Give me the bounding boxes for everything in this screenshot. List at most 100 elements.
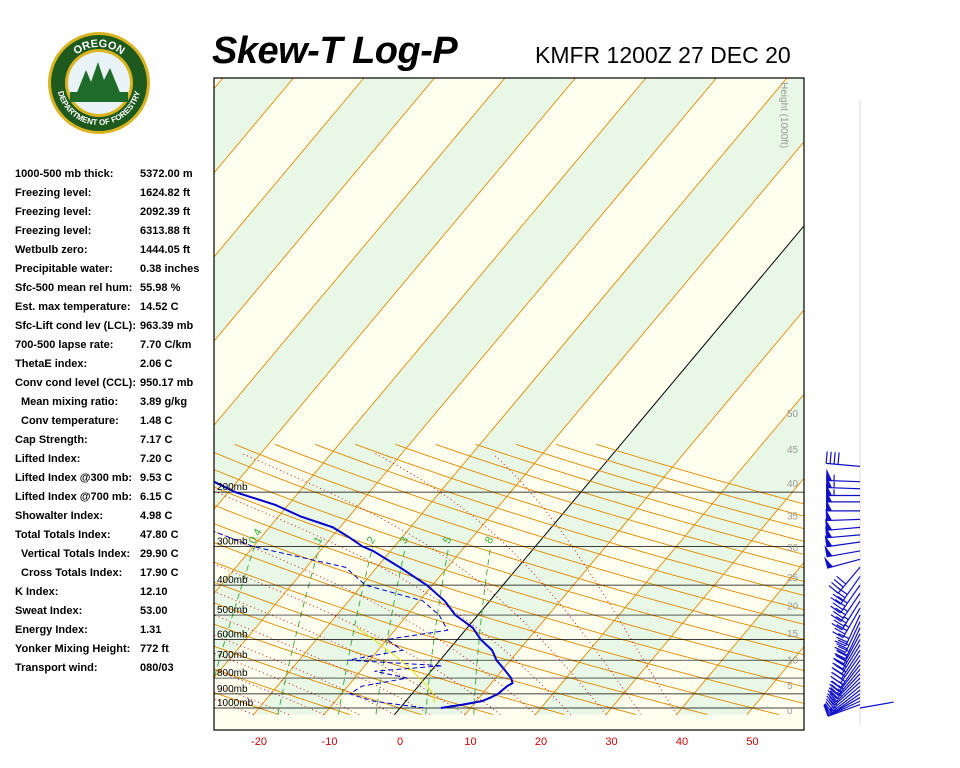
index-row: Showalter Index: 4.98 C [15, 510, 215, 529]
index-value: 4.98 C [140, 510, 173, 522]
pressure-label: 300mb [217, 537, 248, 548]
index-label: Precipitable water: [15, 263, 113, 275]
barb-staff [840, 592, 861, 622]
height-label: 15 [787, 629, 799, 640]
barb-flag [836, 624, 848, 632]
parcel-trace [356, 627, 436, 704]
barb-staff [834, 681, 861, 706]
index-value: 5372.00 m [140, 168, 193, 180]
barb-staff [835, 677, 861, 703]
index-row: Transport wind: 080/03 [15, 662, 215, 681]
index-row: Mean mixing ratio: 3.89 g/kg [15, 396, 215, 415]
barb-flag [829, 692, 839, 703]
barb-flag [837, 452, 840, 465]
index-label: Lifted Index: [15, 453, 81, 465]
mixing-ratio-label: 2 [365, 535, 378, 546]
barb-flag [826, 695, 836, 706]
dry-adiabat [274, 443, 804, 611]
index-label: Conv temperature: [21, 415, 119, 427]
index-row: Lifted Index: 7.20 C [15, 453, 215, 472]
barb-pennant [825, 508, 833, 521]
barb-flag [823, 704, 830, 716]
barb-flag [833, 578, 844, 588]
index-label: Est. max temperature: [15, 301, 131, 313]
isotherm [214, 78, 506, 426]
index-row: Cross Totals Index: 17.90 C [15, 567, 215, 586]
index-label: Freezing level: [15, 206, 92, 218]
mixing-ratio-line [425, 546, 450, 715]
wind-barb [824, 556, 861, 569]
moist-adiabat [214, 669, 325, 715]
index-row: ThetaE index: 2.06 C [15, 358, 215, 377]
barb-staff [859, 701, 894, 709]
barb-staff [843, 633, 861, 665]
index-value: 2092.39 ft [140, 206, 191, 218]
barb-flag [836, 643, 848, 650]
pressure-label: 800mb [217, 668, 248, 679]
height-label: 10 [787, 656, 799, 667]
isotherm [535, 393, 804, 715]
zero-isotherm [394, 225, 804, 715]
barb-flag [835, 616, 847, 624]
isotherm [214, 78, 224, 90]
barb-flag [835, 607, 846, 616]
index-label: Sfc-500 mean rel hum: [15, 282, 133, 294]
isotherm [0, 78, 152, 715]
isotherm [323, 141, 804, 715]
barb-staff [825, 479, 861, 483]
index-label: Mean mixing ratio: [21, 396, 119, 408]
x-tick-label: 30 [605, 736, 617, 748]
mixing-ratio-label: 8 [483, 535, 496, 546]
index-label: Freezing level: [15, 187, 92, 199]
barb-pennant [824, 556, 833, 569]
index-value: 47.80 C [140, 529, 179, 541]
barb-flag [824, 703, 832, 715]
barb-flag [830, 687, 840, 697]
index-label: Total Totals Index: [15, 529, 111, 541]
barb-flag [832, 610, 844, 619]
wind-barb [833, 633, 861, 665]
barb-flag [834, 653, 846, 660]
index-label: Wetbulb zero: [15, 244, 88, 256]
index-value: 29.90 C [140, 548, 179, 560]
pressure-label: 1000mb [217, 698, 254, 709]
index-row: Lifted Index @300 mb: 9.53 C [15, 472, 215, 491]
index-value: 1444.05 ft [140, 244, 191, 256]
index-label: 700-500 lapse rate: [15, 339, 114, 351]
dry-adiabat [435, 443, 804, 555]
isotherm [464, 309, 804, 715]
barb-flag [834, 646, 846, 653]
x-tick-label: 50 [746, 736, 758, 748]
index-value: 53.00 [140, 605, 168, 617]
height-axis-title: Height (1000ft) [778, 82, 789, 148]
isotherm [214, 78, 365, 258]
index-row: Total Totals Index: 47.80 C [15, 529, 215, 548]
index-row: 1000-500 mb thick: 5372.00 m [15, 168, 215, 187]
index-row: Lifted Index @700 mb: 6.15 C [15, 491, 215, 510]
height-label: 40 [787, 479, 799, 490]
index-value: 1624.82 ft [140, 187, 191, 199]
index-label: ThetaE index: [15, 358, 88, 370]
wind-barb [825, 451, 861, 467]
isotherm [214, 78, 435, 342]
index-value: 080/03 [140, 662, 174, 674]
height-label: 25 [787, 573, 799, 584]
barb-staff [826, 462, 861, 467]
barb-staff [845, 621, 861, 653]
height-label: 50 [787, 409, 799, 420]
isotherm [605, 477, 804, 715]
wind-barb [824, 545, 861, 558]
wind-barb [826, 681, 861, 706]
barb-flag [836, 650, 849, 658]
wind-barb [825, 475, 861, 490]
station-time-label: KMFR 1200Z 27 DEC 20 [535, 42, 791, 68]
barb-pennant [825, 518, 833, 531]
barb-staff [833, 685, 861, 709]
barb-flag [829, 451, 832, 464]
oregon-department-of-forestry-logo: OREGON DEPARTMENT OF FORESTRY [48, 32, 150, 134]
height-label: 30 [787, 543, 799, 554]
isotherm [214, 78, 647, 595]
barb-flag [834, 640, 846, 647]
index-value: 7.20 C [140, 453, 173, 465]
